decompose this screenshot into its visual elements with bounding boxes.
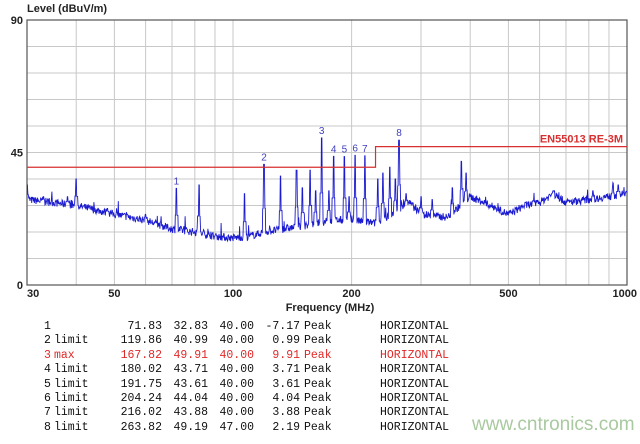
cell-pol: HORIZONTAL bbox=[380, 320, 450, 333]
cell-margin: 9.91 bbox=[272, 348, 300, 362]
marker-table: 1 71.83 32.83 40.00 -7.17 Peak HORIZONTAL 2 limi… bbox=[44, 320, 470, 435]
marker-label: 5 bbox=[342, 145, 348, 156]
cell-freq: 263.82 bbox=[120, 420, 162, 434]
limit-line-label: EN55013 RE-3M bbox=[540, 134, 623, 146]
cell-limit: 40.00 bbox=[219, 334, 254, 348]
cell-level: 44.04 bbox=[173, 392, 208, 406]
cell-pol: HORIZONTAL bbox=[380, 406, 450, 420]
plot-frame bbox=[26, 19, 628, 286]
cell-limit: 40.00 bbox=[219, 377, 254, 391]
cell-level: 32.83 bbox=[173, 320, 208, 333]
cell-level: 43.61 bbox=[173, 377, 208, 391]
cell-pol: HORIZONTAL bbox=[380, 348, 450, 362]
table-row: 7 limit 216.02 43.88 40.00 3.88 Peak HORIZONTAL bbox=[44, 406, 470, 420]
cell-freq: 191.75 bbox=[120, 377, 162, 391]
cell-margin: 3.88 bbox=[272, 406, 300, 420]
cell-id: 1 bbox=[44, 320, 51, 333]
marker-label: 3 bbox=[319, 126, 325, 137]
cell-pol: HORIZONTAL bbox=[380, 420, 450, 434]
cell-tag: limit bbox=[54, 420, 89, 434]
cell-margin: 0.99 bbox=[272, 334, 300, 348]
cell-pol: HORIZONTAL bbox=[380, 392, 450, 406]
cell-tag: limit bbox=[54, 363, 89, 377]
cell-freq: 216.02 bbox=[120, 406, 162, 420]
cell-id: 4 bbox=[44, 363, 51, 377]
cell-id: 8 bbox=[44, 420, 51, 434]
x-tick-label: 100 bbox=[224, 288, 242, 300]
cell-level: 49.91 bbox=[173, 348, 208, 362]
table-row: 3 max 167.82 49.91 40.00 9.91 Peak HORIZONTAL bbox=[44, 349, 470, 363]
cell-level: 43.71 bbox=[173, 363, 208, 377]
cell-tag: limit bbox=[54, 334, 89, 348]
cell-det: Peak bbox=[304, 334, 332, 348]
cell-tag: limit bbox=[54, 406, 89, 420]
cell-det: Peak bbox=[304, 363, 332, 377]
table-row: 1 71.83 32.83 40.00 -7.17 Peak HORIZONTAL bbox=[44, 320, 470, 334]
cell-limit: 40.00 bbox=[219, 406, 254, 420]
cell-margin: 3.61 bbox=[272, 377, 300, 391]
cell-pol: HORIZONTAL bbox=[380, 363, 450, 377]
cell-margin: 2.19 bbox=[272, 420, 300, 434]
marker-label: 7 bbox=[362, 144, 368, 155]
y-axis-label: Level (dBuV/m) bbox=[27, 3, 108, 15]
cell-id: 5 bbox=[44, 377, 51, 391]
cell-det: Peak bbox=[304, 320, 332, 333]
cell-limit: 40.00 bbox=[219, 320, 254, 333]
cell-limit: 40.00 bbox=[219, 363, 254, 377]
cell-limit: 40.00 bbox=[219, 348, 254, 362]
watermark: www.cntronics.com bbox=[472, 414, 635, 435]
cell-level: 43.88 bbox=[173, 406, 208, 420]
y-tick-label: 45 bbox=[11, 148, 23, 160]
cell-limit: 47.00 bbox=[219, 420, 254, 434]
cell-freq: 71.83 bbox=[127, 320, 162, 333]
y-tick-label: 90 bbox=[11, 15, 23, 27]
cell-level: 49.19 bbox=[173, 420, 208, 434]
table-row: 4 limit 180.02 43.71 40.00 3.71 Peak HORIZONTAL bbox=[44, 363, 470, 377]
x-tick-label: 1000 bbox=[613, 288, 637, 300]
cell-margin: 4.04 bbox=[272, 392, 300, 406]
cell-det: Peak bbox=[304, 392, 332, 406]
marker-label: 1 bbox=[174, 176, 180, 187]
cell-freq: 180.02 bbox=[120, 363, 162, 377]
cell-margin: 3.71 bbox=[272, 363, 300, 377]
cell-pol: HORIZONTAL bbox=[380, 377, 450, 391]
x-tick-label: 200 bbox=[342, 288, 360, 300]
x-tick-label: 30 bbox=[27, 288, 39, 300]
y-tick-label: 0 bbox=[17, 280, 23, 292]
cell-det: Peak bbox=[304, 406, 332, 420]
table-row: 5 limit 191.75 43.61 40.00 3.61 Peak HORIZONTAL bbox=[44, 378, 470, 392]
marker-label: 2 bbox=[261, 152, 267, 163]
cell-tag bbox=[54, 320, 116, 334]
x-axis-label: Frequency (MHz) bbox=[285, 302, 375, 314]
marker-label: 8 bbox=[396, 128, 402, 139]
cell-det: Peak bbox=[304, 348, 332, 362]
cell-margin: -7.17 bbox=[265, 320, 300, 333]
x-tick-label: 50 bbox=[108, 288, 120, 300]
cell-pol: HORIZONTAL bbox=[380, 334, 450, 348]
table-row: 2 limit 119.86 40.99 40.00 0.99 Peak HORIZONTAL bbox=[44, 334, 470, 348]
cell-det: Peak bbox=[304, 420, 332, 434]
cell-det: Peak bbox=[304, 377, 332, 391]
cell-id: 6 bbox=[44, 392, 51, 406]
cell-id: 2 bbox=[44, 334, 51, 348]
cell-freq: 204.24 bbox=[120, 392, 162, 406]
cell-limit: 40.00 bbox=[219, 392, 254, 406]
marker-label: 4 bbox=[331, 144, 337, 155]
cell-tag: max bbox=[54, 348, 75, 362]
cell-level: 40.99 bbox=[173, 334, 208, 348]
cell-id: 7 bbox=[44, 406, 51, 420]
table-row: 8 limit 263.82 49.19 47.00 2.19 Peak HORIZONTAL bbox=[44, 421, 470, 435]
cell-tag: limit bbox=[54, 392, 89, 406]
table-row: 6 limit 204.24 44.04 40.00 4.04 Peak HORIZONTAL bbox=[44, 392, 470, 406]
cell-id: 3 bbox=[44, 348, 51, 362]
cell-tag: limit bbox=[54, 377, 89, 391]
cell-freq: 167.82 bbox=[120, 348, 162, 362]
limit-line bbox=[27, 146, 627, 168]
x-tick-label: 500 bbox=[499, 288, 517, 300]
spectrum-trace bbox=[26, 137, 628, 243]
cell-freq: 119.86 bbox=[120, 334, 162, 348]
marker-label: 6 bbox=[352, 143, 358, 154]
